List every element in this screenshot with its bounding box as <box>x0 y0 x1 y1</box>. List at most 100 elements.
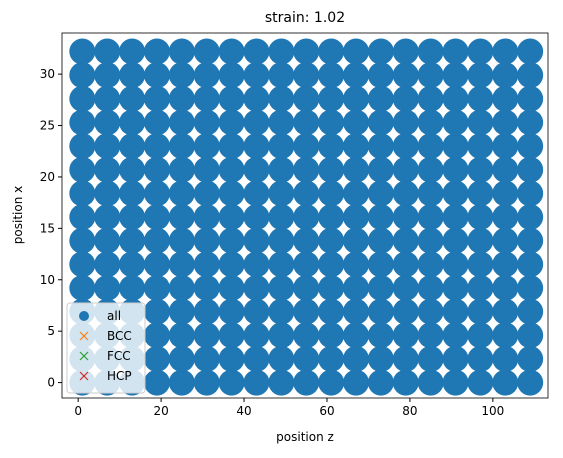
point <box>467 274 494 301</box>
point <box>517 274 544 301</box>
point <box>442 62 469 89</box>
point <box>367 227 394 254</box>
point <box>293 156 320 183</box>
legend-marker <box>79 371 89 381</box>
point <box>293 85 320 112</box>
point <box>343 227 370 254</box>
point <box>417 251 444 278</box>
point <box>119 180 146 207</box>
point <box>417 274 444 301</box>
point <box>442 345 469 372</box>
plot-area <box>69 38 544 396</box>
point <box>392 298 419 325</box>
point <box>143 251 170 278</box>
point <box>517 85 544 112</box>
point <box>193 274 220 301</box>
point <box>69 251 96 278</box>
point <box>143 156 170 183</box>
point <box>343 274 370 301</box>
point <box>343 180 370 207</box>
point <box>94 227 121 254</box>
point <box>517 345 544 372</box>
point <box>69 62 96 89</box>
point <box>143 180 170 207</box>
point <box>168 156 195 183</box>
point <box>193 38 220 65</box>
point <box>367 38 394 65</box>
point <box>367 133 394 160</box>
point <box>193 251 220 278</box>
point <box>517 298 544 325</box>
point <box>392 251 419 278</box>
point <box>293 204 320 231</box>
point <box>492 133 519 160</box>
point <box>218 133 245 160</box>
point <box>367 322 394 349</box>
point <box>517 322 544 349</box>
point <box>318 298 345 325</box>
point <box>417 85 444 112</box>
point <box>243 38 270 65</box>
point <box>318 38 345 65</box>
point <box>268 345 295 372</box>
point <box>467 251 494 278</box>
point <box>392 204 419 231</box>
point <box>417 109 444 136</box>
x-axis-label: position z <box>276 430 334 444</box>
point <box>442 227 469 254</box>
point <box>392 156 419 183</box>
point <box>392 369 419 396</box>
point <box>69 156 96 183</box>
point <box>69 180 96 207</box>
point <box>168 345 195 372</box>
point <box>218 298 245 325</box>
point <box>168 85 195 112</box>
point <box>492 156 519 183</box>
point <box>268 38 295 65</box>
point <box>168 109 195 136</box>
point <box>343 298 370 325</box>
point <box>243 274 270 301</box>
point <box>318 180 345 207</box>
point <box>492 180 519 207</box>
point <box>193 204 220 231</box>
point <box>343 133 370 160</box>
point <box>243 204 270 231</box>
point <box>517 204 544 231</box>
point <box>268 204 295 231</box>
point <box>243 298 270 325</box>
legend-marker <box>79 351 89 361</box>
point <box>467 204 494 231</box>
point <box>193 85 220 112</box>
point <box>417 322 444 349</box>
y-tick-label: 30 <box>40 67 55 81</box>
point <box>467 227 494 254</box>
point <box>417 38 444 65</box>
point <box>392 274 419 301</box>
point <box>367 274 394 301</box>
point <box>293 369 320 396</box>
point <box>517 62 544 89</box>
x-tick-label: 40 <box>236 404 251 418</box>
point <box>392 109 419 136</box>
point <box>218 180 245 207</box>
point <box>119 62 146 89</box>
point <box>318 62 345 89</box>
point <box>143 204 170 231</box>
point <box>193 180 220 207</box>
point <box>318 156 345 183</box>
point <box>268 322 295 349</box>
legend-label: all <box>107 309 121 323</box>
point <box>243 322 270 349</box>
point <box>318 345 345 372</box>
point <box>442 133 469 160</box>
point <box>417 156 444 183</box>
point <box>343 322 370 349</box>
point <box>268 227 295 254</box>
point <box>492 274 519 301</box>
y-tick-label: 15 <box>40 221 55 235</box>
y-tick-label: 25 <box>40 119 55 133</box>
point <box>367 109 394 136</box>
point <box>69 227 96 254</box>
point <box>94 85 121 112</box>
